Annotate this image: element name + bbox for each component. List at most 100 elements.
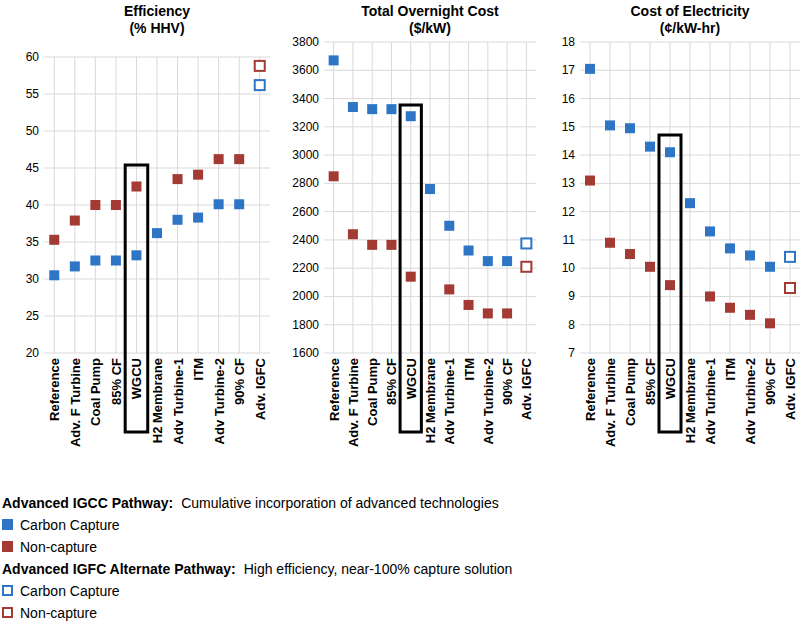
tick-label: 3000 bbox=[292, 148, 319, 162]
category-label: ITM bbox=[191, 358, 206, 380]
grid-line bbox=[690, 42, 691, 353]
grid-line bbox=[710, 42, 711, 353]
category-label: 85% CF bbox=[384, 358, 399, 405]
tick-label: 2400 bbox=[292, 233, 319, 247]
tick-label: 15 bbox=[562, 120, 576, 134]
marker bbox=[70, 216, 80, 226]
category-label: Reference bbox=[327, 358, 342, 421]
marker bbox=[483, 308, 493, 318]
marker bbox=[49, 270, 59, 280]
tick-label: 8 bbox=[568, 318, 575, 332]
marker bbox=[49, 235, 59, 245]
marker bbox=[502, 308, 512, 318]
marker bbox=[521, 238, 531, 248]
marker bbox=[705, 291, 715, 301]
grid-line bbox=[198, 57, 199, 353]
grid-line bbox=[410, 42, 411, 353]
marker bbox=[131, 250, 141, 260]
marker bbox=[745, 310, 755, 320]
marker bbox=[90, 200, 100, 210]
marker bbox=[705, 226, 715, 236]
chart-title: Cost of Electricity bbox=[630, 3, 749, 19]
grid-line bbox=[259, 57, 260, 353]
tick-label: 16 bbox=[562, 92, 576, 106]
marker bbox=[173, 215, 183, 225]
marker bbox=[90, 256, 100, 266]
grid-line bbox=[352, 42, 353, 353]
grid-line bbox=[54, 57, 55, 353]
marker bbox=[765, 262, 775, 272]
marker bbox=[386, 240, 396, 250]
category-label: Reference bbox=[583, 358, 598, 421]
marker bbox=[348, 229, 358, 239]
grid-line bbox=[430, 42, 431, 353]
legend-label: Carbon Capture bbox=[20, 583, 120, 599]
tick-label: 9 bbox=[568, 289, 575, 303]
highlight-box bbox=[659, 135, 681, 432]
category-label: WGCU bbox=[663, 358, 678, 399]
legend-label: Non-capture bbox=[20, 539, 97, 555]
highlight-box bbox=[125, 165, 148, 432]
marker bbox=[367, 104, 377, 114]
category-label: Adv. F Turbine bbox=[68, 358, 83, 447]
category-label: H2 Membrane bbox=[683, 358, 698, 443]
marker bbox=[193, 213, 203, 223]
marker bbox=[214, 199, 224, 209]
marker bbox=[725, 303, 735, 313]
marker bbox=[665, 147, 675, 157]
tick-label: 18 bbox=[562, 35, 576, 49]
category-label: Adv Turbine-2 bbox=[743, 358, 758, 444]
marker bbox=[765, 318, 775, 328]
tick-label: 35 bbox=[26, 235, 40, 249]
tick-label: 13 bbox=[562, 176, 576, 190]
marker bbox=[645, 142, 655, 152]
tick-label: 1600 bbox=[292, 346, 319, 360]
marker bbox=[444, 284, 454, 294]
tick-label: 45 bbox=[26, 161, 40, 175]
grid-line bbox=[590, 42, 591, 353]
legend-label: Non-capture bbox=[20, 605, 97, 621]
category-label: 85% CF bbox=[109, 358, 124, 405]
legend-label: Carbon Capture bbox=[20, 517, 120, 533]
tick-label: 30 bbox=[26, 272, 40, 286]
grid-line bbox=[487, 42, 488, 353]
legend-swatch bbox=[2, 541, 13, 552]
marker bbox=[425, 184, 435, 194]
marks bbox=[329, 55, 532, 318]
marker bbox=[521, 262, 531, 272]
grid-line bbox=[333, 42, 334, 353]
chart-title: Efficiency bbox=[124, 3, 190, 19]
marker bbox=[173, 174, 183, 184]
marker bbox=[255, 80, 265, 90]
category-label: 90% CF bbox=[232, 358, 247, 405]
tick-label: 7 bbox=[568, 346, 575, 360]
tick-label: 2600 bbox=[292, 205, 319, 219]
marker bbox=[585, 64, 595, 74]
category-label: 90% CF bbox=[500, 358, 515, 405]
category-label: Reference bbox=[47, 358, 62, 421]
legend-swatch bbox=[3, 586, 12, 595]
category-label: ITM bbox=[723, 358, 738, 380]
marker bbox=[725, 243, 735, 253]
marker bbox=[502, 256, 512, 266]
grid-line bbox=[157, 57, 158, 353]
marker bbox=[605, 238, 615, 248]
marker bbox=[70, 261, 80, 271]
category-label: 90% CF bbox=[763, 358, 778, 405]
marker bbox=[785, 252, 795, 262]
chart-subtitle: (¢/kW-hr) bbox=[660, 20, 720, 36]
category-label: WGCU bbox=[404, 358, 419, 399]
tick-label: 20 bbox=[26, 346, 40, 360]
marker bbox=[214, 154, 224, 164]
marker bbox=[234, 154, 244, 164]
legend-swatch bbox=[3, 608, 12, 617]
grid-line bbox=[74, 57, 75, 353]
marker bbox=[152, 228, 162, 238]
grid-line bbox=[526, 42, 527, 353]
marker bbox=[131, 182, 141, 192]
grid-line bbox=[449, 42, 450, 353]
legend-heading: Advanced IGCC Pathway:Cumulative incorpo… bbox=[2, 495, 499, 511]
grid-line bbox=[610, 42, 611, 353]
marker bbox=[685, 198, 695, 208]
tick-label: 10 bbox=[562, 261, 576, 275]
